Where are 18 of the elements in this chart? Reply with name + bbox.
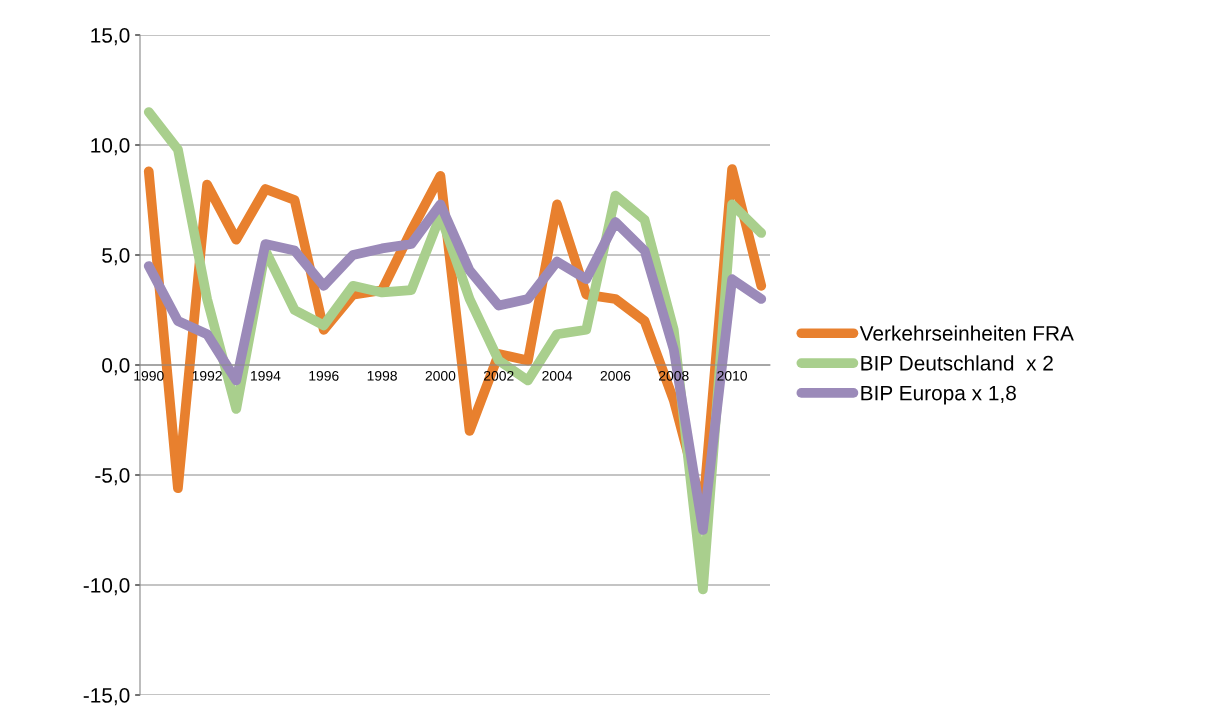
y-tick-label: -15,0 — [83, 688, 130, 706]
y-tick-label: -5,0 — [95, 468, 130, 486]
x-tick-label: 1996 — [309, 370, 339, 381]
x-tick-label: 1994 — [251, 370, 281, 381]
y-tick-label: 15,0 — [91, 28, 130, 46]
y-tick-label: 5,0 — [102, 248, 130, 266]
legend-label: BIP Europa x 1,8 — [861, 385, 1016, 405]
x-tick-label: 2004 — [542, 370, 573, 381]
legend-label: Verkehrseinheiten FRA — [859, 325, 1074, 341]
x-tick-label: 2000 — [425, 370, 456, 381]
legend-label: BIP Deutschland x 2 — [861, 355, 1053, 371]
y-tick-label: -10,0 — [83, 578, 130, 596]
y-tick-label: 10,0 — [91, 138, 130, 156]
x-tick-label: 2010 — [717, 370, 747, 381]
x-tick-label: 2006 — [600, 370, 631, 381]
x-tick-label: 1992 — [192, 370, 222, 381]
y-tick-label: 0,0 — [102, 358, 130, 376]
x-tick-label: 1998 — [367, 370, 397, 381]
